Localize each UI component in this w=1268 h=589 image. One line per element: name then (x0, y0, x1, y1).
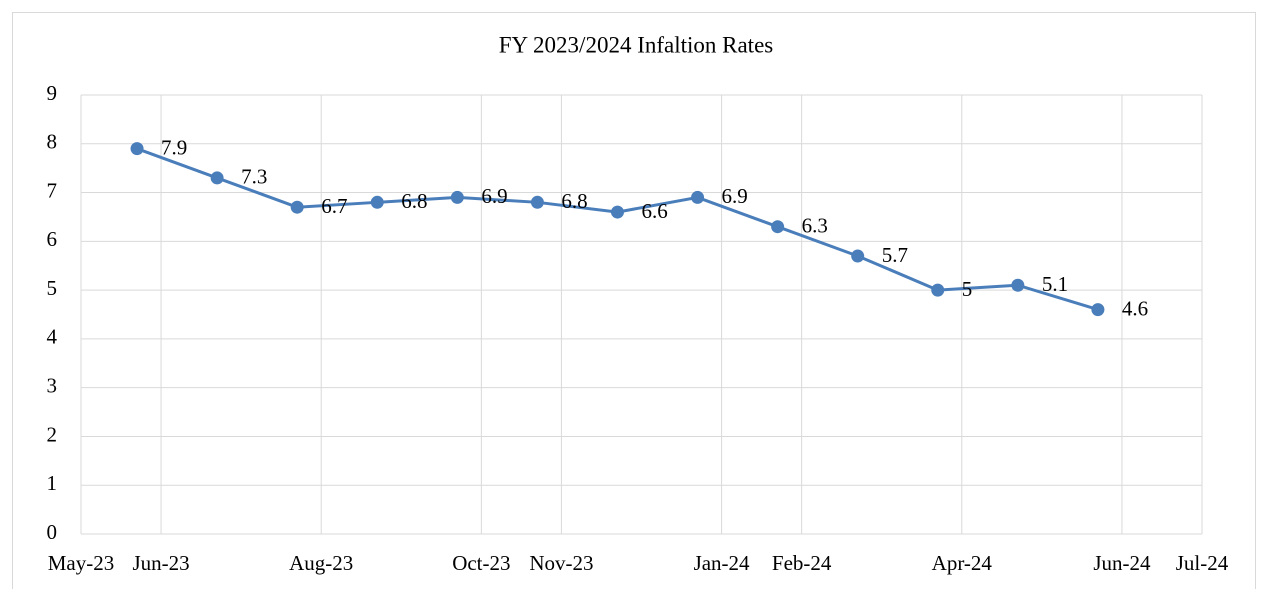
data-label: 6.9 (481, 184, 507, 208)
marker (610, 205, 624, 219)
data-label: 5 (962, 277, 973, 301)
x-tick-label: Jul-24 (1176, 551, 1229, 575)
marker (210, 171, 224, 185)
marker (851, 249, 865, 263)
marker (691, 190, 705, 204)
x-tick-label: Nov-23 (529, 551, 593, 575)
y-tick-label: 1 (47, 471, 58, 495)
marker (370, 195, 384, 209)
marker (1091, 303, 1105, 317)
chart-title: FY 2023/2024 Infaltion Rates (499, 32, 774, 57)
marker (530, 195, 544, 209)
x-tick-label: Jun-23 (132, 551, 189, 575)
y-tick-label: 3 (47, 373, 58, 397)
marker (290, 200, 304, 214)
data-label: 5.1 (1042, 272, 1068, 296)
x-tick-label: Aug-23 (289, 551, 353, 575)
data-label: 7.9 (161, 135, 187, 159)
x-tick-label: Apr-24 (932, 551, 993, 575)
y-tick-label: 5 (47, 276, 58, 300)
x-tick-label: Jun-24 (1093, 551, 1151, 575)
data-label: 4.6 (1122, 296, 1148, 320)
y-tick-label: 7 (47, 178, 58, 202)
data-label: 6.8 (401, 189, 427, 213)
marker (130, 142, 144, 156)
data-label: 6.7 (321, 194, 347, 218)
data-label: 5.7 (882, 243, 908, 267)
x-tick-label: Jan-24 (694, 551, 750, 575)
y-tick-label: 2 (47, 422, 58, 446)
x-tick-label: Feb-24 (772, 551, 832, 575)
marker (931, 283, 945, 297)
data-label: 6.6 (641, 199, 667, 223)
x-tick-label: Oct-23 (452, 551, 510, 575)
y-tick-label: 8 (47, 130, 58, 154)
data-label: 6.3 (802, 214, 828, 238)
y-tick-label: 9 (47, 81, 58, 105)
y-tick-label: 4 (47, 325, 58, 349)
marker (771, 220, 785, 234)
marker (1011, 278, 1025, 292)
marker (450, 190, 464, 204)
x-tick-label: May-23 (48, 551, 115, 575)
y-tick-label: 0 (47, 520, 58, 544)
chart-border (12, 12, 1256, 589)
data-label: 6.9 (722, 184, 748, 208)
data-label: 7.3 (241, 165, 267, 189)
y-tick-label: 6 (47, 227, 58, 251)
data-label: 6.8 (561, 189, 587, 213)
